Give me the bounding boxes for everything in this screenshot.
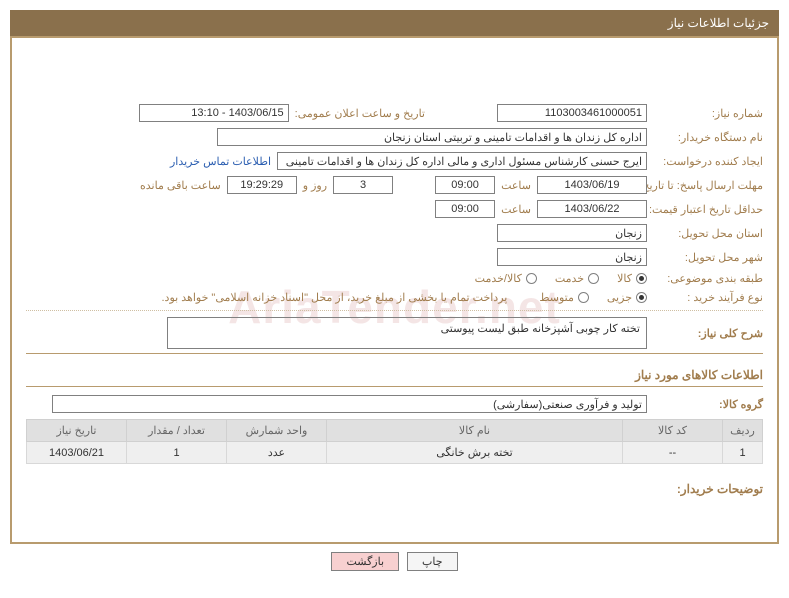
desc-value: تخته کار چوبی آشپزخانه طبق لیست پیوستی bbox=[167, 317, 647, 349]
requester-label: ایجاد کننده درخواست: bbox=[653, 155, 763, 168]
th-qty: تعداد / مقدار bbox=[127, 420, 227, 442]
back-button[interactable]: بازگشت bbox=[331, 552, 399, 571]
requester-value: ایرج حسنی کارشناس مسئول اداری و مالی ادا… bbox=[277, 152, 647, 170]
table-header-row: ردیف کد کالا نام کالا واحد شمارش تعداد /… bbox=[27, 420, 763, 442]
table-row: 1 -- تخته برش خانگی عدد 1 1403/06/21 bbox=[27, 442, 763, 464]
cell-unit: عدد bbox=[227, 442, 327, 464]
buyer-org-label: نام دستگاه خریدار: bbox=[653, 131, 763, 144]
need-no-label: شماره نیاز: bbox=[653, 107, 763, 120]
group-value: تولید و فرآوری صنعتی(سفارشی) bbox=[52, 395, 647, 413]
radio-medium-label: متوسط bbox=[539, 291, 574, 304]
need-no-value: 1103003461000051 bbox=[497, 104, 647, 122]
category-label: طبقه بندی موضوعی: bbox=[653, 272, 763, 285]
radio-both[interactable] bbox=[526, 273, 537, 284]
process-radio-group: جزیی متوسط bbox=[539, 291, 647, 304]
announce-value: 1403/06/15 - 13:10 bbox=[139, 104, 289, 122]
category-radio-group: کالا خدمت کالا/خدمت bbox=[475, 272, 647, 285]
radio-both-label: کالا/خدمت bbox=[475, 272, 522, 285]
buyer-notes-label: توضیحات خریدار: bbox=[26, 482, 763, 496]
items-table: ردیف کد کالا نام کالا واحد شمارش تعداد /… bbox=[26, 419, 763, 464]
th-date: تاریخ نیاز bbox=[27, 420, 127, 442]
cell-row: 1 bbox=[723, 442, 763, 464]
cell-code: -- bbox=[623, 442, 723, 464]
panel-body: AriaTender.net شماره نیاز: 1103003461000… bbox=[10, 36, 779, 544]
deadline-send-time: 09:00 bbox=[435, 176, 495, 194]
group-label: گروه کالا: bbox=[653, 398, 763, 411]
th-unit: واحد شمارش bbox=[227, 420, 327, 442]
th-name: نام کالا bbox=[327, 420, 623, 442]
radio-kala[interactable] bbox=[636, 273, 647, 284]
min-valid-date: 1403/06/22 bbox=[537, 200, 647, 218]
cell-qty: 1 bbox=[127, 442, 227, 464]
radio-medium[interactable] bbox=[578, 292, 589, 303]
time-label-2: ساعت bbox=[501, 203, 531, 216]
buyer-contact-link[interactable]: اطلاعات تماس خریدار bbox=[170, 155, 271, 168]
divider-1 bbox=[26, 310, 763, 311]
footer-buttons: چاپ بازگشت bbox=[10, 552, 779, 571]
radio-khadmat[interactable] bbox=[588, 273, 599, 284]
desc-label: شرح کلی نیاز: bbox=[653, 327, 763, 340]
items-section-title: اطلاعات کالاهای مورد نیاز bbox=[26, 368, 763, 387]
process-label: نوع فرآیند خرید : bbox=[653, 291, 763, 304]
deadline-send-label: مهلت ارسال پاسخ: تا تاریخ: bbox=[653, 179, 763, 192]
min-valid-label: حداقل تاریخ اعتبار قیمت: تا تاریخ: bbox=[653, 203, 763, 216]
province-value: زنجان bbox=[497, 224, 647, 242]
print-button[interactable]: چاپ bbox=[407, 552, 458, 571]
buyer-org-value: اداره کل زندان ها و اقدامات تامینی و ترب… bbox=[217, 128, 647, 146]
radio-kala-label: کالا bbox=[617, 272, 632, 285]
city-value: زنجان bbox=[497, 248, 647, 266]
deadline-send-date: 1403/06/19 bbox=[537, 176, 647, 194]
payment-note: پرداخت تمام یا بخشی از مبلغ خرید، از محل… bbox=[162, 291, 508, 304]
province-label: استان محل تحویل: bbox=[653, 227, 763, 240]
radio-khadmat-label: خدمت bbox=[555, 272, 584, 285]
cell-date: 1403/06/21 bbox=[27, 442, 127, 464]
time-label-1: ساعت bbox=[501, 179, 531, 192]
panel-title: جزئیات اطلاعات نیاز bbox=[668, 16, 769, 30]
th-row: ردیف bbox=[723, 420, 763, 442]
remain-time: 19:29:29 bbox=[227, 176, 297, 194]
cell-name: تخته برش خانگی bbox=[327, 442, 623, 464]
radio-partial-label: جزیی bbox=[607, 291, 632, 304]
announce-label: تاریخ و ساعت اعلان عمومی: bbox=[295, 107, 425, 120]
th-code: کد کالا bbox=[623, 420, 723, 442]
radio-partial[interactable] bbox=[636, 292, 647, 303]
panel-header: جزئیات اطلاعات نیاز bbox=[10, 10, 779, 36]
day-label: روز و bbox=[303, 179, 327, 192]
remain-days: 3 bbox=[333, 176, 393, 194]
buyer-notes-area bbox=[26, 502, 763, 532]
city-label: شهر محل تحویل: bbox=[653, 251, 763, 264]
remain-suffix: ساعت باقی مانده bbox=[140, 179, 221, 192]
min-valid-time: 09:00 bbox=[435, 200, 495, 218]
